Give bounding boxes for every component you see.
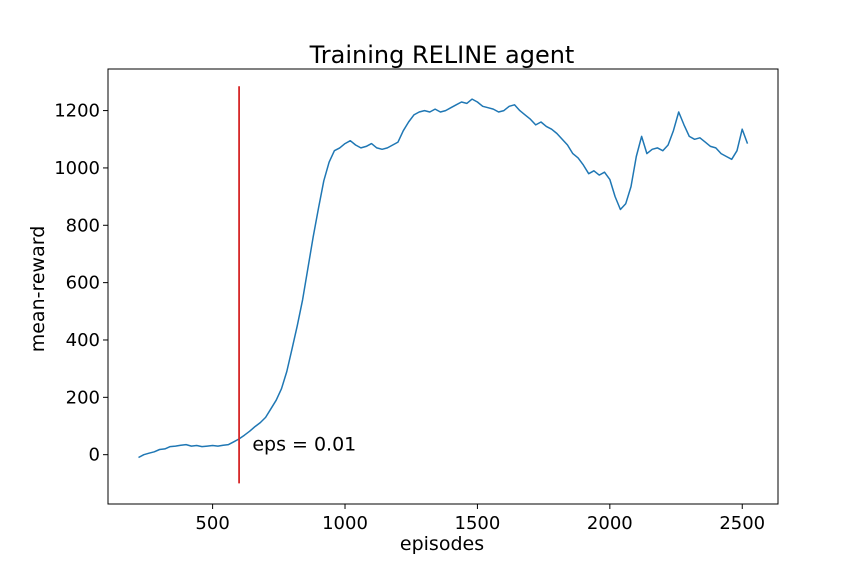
chart-title: Training RELINE agent: [309, 41, 575, 69]
series-line-0: [138, 98, 749, 459]
y-axis: 0 200 400 600 800 1000 1200: [54, 101, 108, 466]
y-tick-label: 600: [66, 273, 100, 294]
y-tick-label: 200: [66, 387, 100, 408]
y-tick-label: 0: [89, 445, 100, 466]
x-tick-label: 1000: [322, 513, 368, 534]
y-tick-label: 1200: [54, 101, 100, 122]
y-tick-label: 400: [66, 330, 100, 351]
axes-frame: [107, 68, 779, 505]
y-axis-label: mean-reward: [27, 226, 49, 353]
y-tick-label: 800: [66, 215, 100, 236]
x-tick-label: 500: [195, 513, 229, 534]
plot-area: eps = 0.01: [107, 68, 779, 505]
eps-annotation: eps = 0.01: [252, 433, 356, 455]
y-tick-label: 1000: [54, 158, 100, 179]
x-tick-label: 2000: [587, 513, 633, 534]
x-axis: 500 1000 1500 2000 2500: [195, 504, 765, 534]
x-tick-label: 2500: [719, 513, 765, 534]
x-axis-label: episodes: [400, 533, 484, 555]
x-tick-label: 1500: [455, 513, 501, 534]
